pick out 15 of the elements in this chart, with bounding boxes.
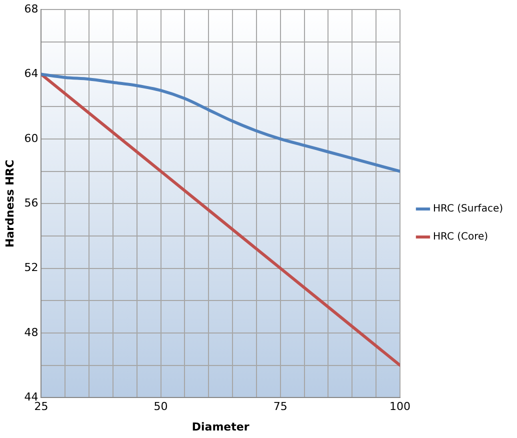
y-axis-title: Hardness HRC (3, 160, 16, 248)
x-tick-label: 25 (34, 400, 48, 414)
x-tick-label: 50 (154, 400, 168, 414)
x-tick-label: 100 (389, 400, 410, 414)
y-tick-label: 68 (24, 2, 38, 16)
y-tick-label: 64 (24, 67, 38, 80)
x-tick-label: 75 (273, 400, 288, 414)
x-axis-title: Diameter (192, 420, 250, 434)
legend-label: HRC (Surface) (432, 204, 504, 215)
y-tick-label: 48 (24, 326, 38, 339)
line-series (41, 72, 400, 173)
y-tick-label: 52 (24, 261, 38, 274)
legend-label: HRC (Core) (432, 232, 488, 243)
y-tick-label: 60 (24, 132, 38, 145)
y-tick-label: 56 (24, 196, 38, 210)
